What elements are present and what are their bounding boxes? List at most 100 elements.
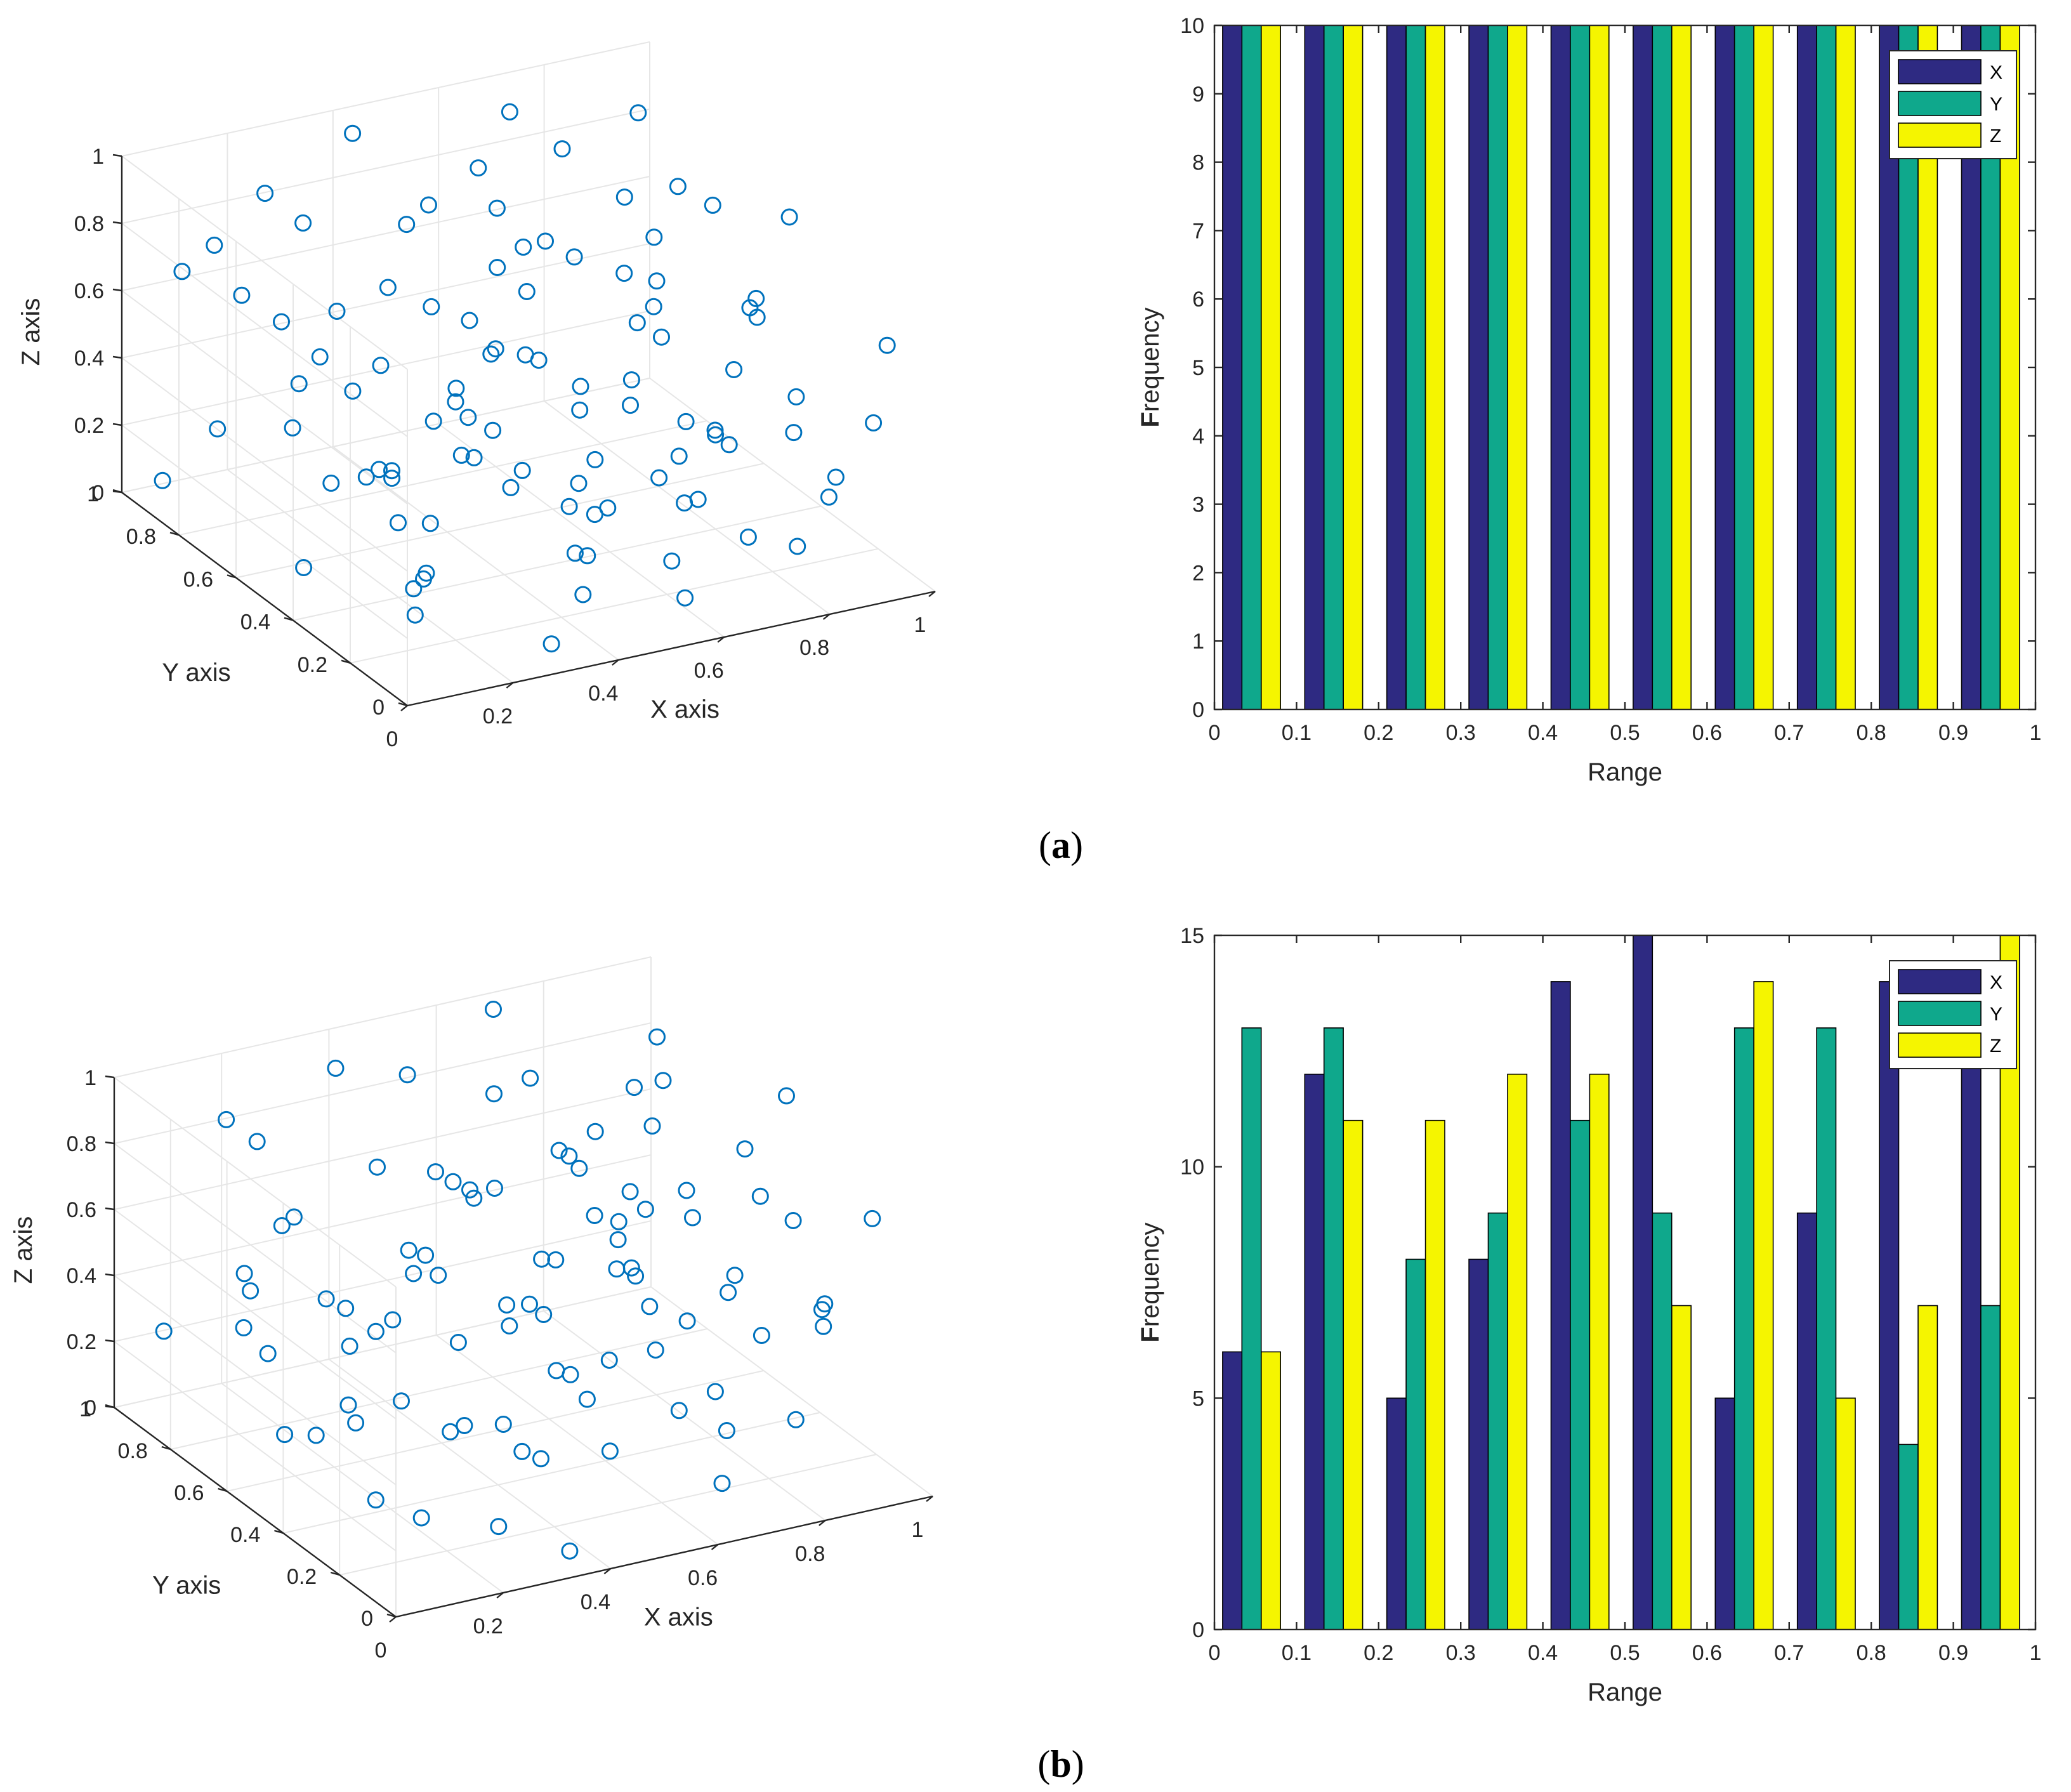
- scatter-point: [571, 401, 589, 419]
- x-tick-label: 0: [386, 727, 398, 751]
- z-tick-label: 0: [92, 481, 104, 505]
- scatter-point: [256, 185, 274, 202]
- scatter-point: [367, 1322, 385, 1340]
- grid-floor-y-line: [235, 463, 765, 579]
- grid-floor-x-line: [328, 1359, 611, 1569]
- scatter-point: [530, 352, 548, 369]
- y-tick-label: 0.6: [174, 1481, 204, 1505]
- scatter-point: [513, 461, 531, 479]
- scatter-point: [609, 1231, 627, 1249]
- x-tick-label: 0.4: [588, 682, 618, 706]
- x-tick-label: 0.8: [795, 1542, 825, 1566]
- scatter-point: [273, 1217, 291, 1234]
- y-tick-label: 0: [1192, 1618, 1204, 1642]
- scatter-point: [706, 421, 724, 439]
- y-axis-label-initial: F: [1136, 1327, 1164, 1342]
- z-tick-label: 0: [84, 1396, 96, 1420]
- z-tick-mark: [105, 1273, 115, 1277]
- scatter-point: [579, 547, 596, 565]
- grid-floor-y-line: [121, 378, 650, 493]
- scatter-point: [684, 1209, 701, 1227]
- bar-z: [1671, 1305, 1692, 1630]
- grid-backwall-z-line: [114, 956, 652, 1078]
- x-tick-label: 0.9: [1938, 721, 1968, 745]
- legend-label-x: X: [1990, 972, 2002, 993]
- bar-x: [1468, 1258, 1489, 1630]
- scatter-point: [560, 1147, 578, 1165]
- bar-z: [1343, 25, 1364, 710]
- grid-sidewall-z-line: [114, 1341, 397, 1552]
- y-tick-label: 9: [1192, 82, 1204, 107]
- scatter-point: [357, 468, 375, 486]
- z-tick-label: 0.2: [67, 1330, 96, 1354]
- scatter-point: [421, 515, 439, 532]
- scatter-point: [586, 1123, 604, 1140]
- y-tick-label: 0.2: [298, 653, 327, 677]
- scatter-point: [720, 1284, 737, 1301]
- scatter-point: [459, 409, 477, 426]
- bar-x: [1961, 981, 1982, 1630]
- scatter-point: [412, 1509, 430, 1527]
- scatter-point: [553, 140, 571, 158]
- scatter-point: [486, 1180, 503, 1197]
- x-tick-label: 0.2: [1364, 1641, 1393, 1665]
- x-tick-label: 1: [912, 1518, 924, 1542]
- scatter-point: [284, 419, 301, 437]
- z-tick-label: 1: [84, 1066, 96, 1090]
- grid-backwall-z-line: [121, 243, 650, 359]
- scatter-point: [678, 1312, 696, 1330]
- x-tick-label: 0.2: [483, 704, 513, 728]
- scatter-point: [586, 1207, 603, 1224]
- scatter-point: [424, 412, 442, 430]
- scatter-point: [513, 1442, 531, 1460]
- legend-label-x: X: [1990, 62, 2002, 83]
- scatter-point: [565, 248, 583, 266]
- bar-z: [1589, 1074, 1610, 1630]
- scatter-point: [615, 265, 633, 282]
- scatter-point: [447, 393, 464, 411]
- scatter-point: [739, 528, 757, 546]
- grid-backwall-z-line: [114, 1220, 652, 1342]
- bar-z: [1424, 25, 1445, 710]
- bar-x: [1796, 25, 1817, 710]
- scatter-point: [417, 564, 435, 582]
- scatter-point: [398, 216, 416, 234]
- x-axis-label: X axis: [650, 695, 720, 723]
- scatter-point: [465, 449, 483, 466]
- scatter-point: [456, 1417, 473, 1434]
- bar-z: [1917, 1305, 1938, 1630]
- scatter-point: [327, 1059, 345, 1077]
- x-tick-mark: [928, 591, 936, 597]
- grid-sidewall-z-line: [114, 1143, 397, 1354]
- bar-z: [1507, 25, 1528, 710]
- scatter-point: [490, 1518, 508, 1536]
- scatter-point: [648, 1028, 666, 1046]
- grid-floor-x-line: [227, 469, 513, 683]
- x-tick-label: 0.8: [799, 636, 829, 660]
- scatter-point: [820, 488, 838, 506]
- grid-sidewall-z-line: [121, 357, 408, 572]
- grid-sidewall-z-line: [114, 1077, 397, 1288]
- bar-z: [1835, 1397, 1856, 1630]
- x-tick-label: 0.5: [1610, 1641, 1640, 1665]
- grid-sidewall-z-line: [121, 223, 408, 437]
- bar-x: [1714, 25, 1735, 710]
- scatter-point: [276, 1426, 294, 1444]
- scatter-point: [815, 1317, 832, 1335]
- y-tick-label: 0.6: [183, 567, 213, 591]
- grid-floor-x-line: [438, 423, 725, 638]
- bar-z: [1261, 1351, 1282, 1630]
- x-tick-mark: [389, 1616, 397, 1623]
- x-tick-label: 0.9: [1938, 1641, 1968, 1665]
- x-tick-label: 0.8: [1857, 1641, 1886, 1665]
- bar-x: [1386, 25, 1407, 710]
- y-tick-label: 0: [372, 695, 385, 720]
- x-tick-label: 0.1: [1282, 1641, 1312, 1665]
- y-axis-label: Frequency: [1136, 308, 1164, 428]
- x-tick-mark: [603, 1568, 612, 1574]
- scatter-point: [285, 1208, 303, 1226]
- grid-backwall-z-line: [114, 1022, 652, 1144]
- y-tick-label: 0.8: [118, 1439, 148, 1463]
- scatter-point: [532, 1450, 549, 1468]
- legend-label-y: Y: [1990, 94, 2002, 115]
